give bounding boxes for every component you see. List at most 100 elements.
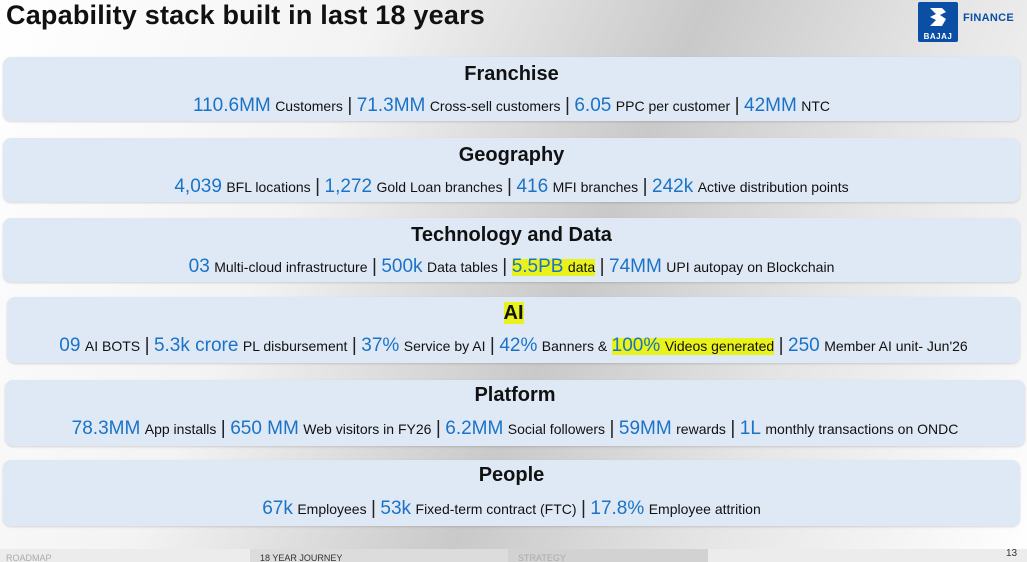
metric-label: rewards bbox=[676, 421, 726, 437]
separator: | bbox=[144, 335, 150, 356]
metric-label: data bbox=[567, 259, 596, 275]
section-metrics: 110.6MM Customers | 71.3MM Cross-sell cu… bbox=[3, 95, 1020, 117]
metric-label: AI BOTS bbox=[84, 338, 141, 354]
section-geography: Geography 4,039 BFL locations | 1,272 Go… bbox=[3, 138, 1020, 202]
metric-value: 67k bbox=[262, 498, 293, 519]
metric-label: Videos generated bbox=[664, 338, 775, 354]
footer-tab-roadmap[interactable]: ROADMAP bbox=[6, 553, 52, 562]
separator: | bbox=[564, 95, 570, 116]
separator: | bbox=[599, 256, 605, 277]
separator: | bbox=[730, 418, 736, 439]
metric-value: 242k bbox=[652, 176, 694, 197]
metric-label: Active distribution points bbox=[697, 179, 849, 195]
metric-label: Web visitors in FY26 bbox=[303, 421, 432, 437]
separator: | bbox=[778, 335, 784, 356]
section-platform: Platform 78.3MM App installs | 650 MM We… bbox=[5, 380, 1025, 446]
highlight: 100% Videos generated bbox=[611, 335, 775, 356]
separator: | bbox=[351, 335, 357, 356]
metric-label: Social followers bbox=[507, 421, 606, 437]
metric-label: Employee attrition bbox=[648, 501, 761, 517]
metric-value: 17.8% bbox=[590, 498, 645, 519]
separator: | bbox=[642, 176, 648, 197]
separator: | bbox=[371, 256, 377, 277]
metric-value: 5.3k crore bbox=[153, 335, 239, 356]
metric-value: 250 bbox=[788, 335, 820, 356]
section-metrics: 09 AI BOTS | 5.3k crore PL disbursement … bbox=[7, 335, 1020, 357]
bajaj-b-icon bbox=[930, 8, 946, 26]
separator: | bbox=[220, 418, 226, 439]
separator: | bbox=[315, 176, 321, 197]
metric-label: PL disbursement bbox=[242, 338, 348, 354]
metric-value: 416 bbox=[516, 176, 549, 197]
metric-label: BFL locations bbox=[226, 179, 311, 195]
section-title: Franchise bbox=[464, 63, 559, 85]
metric-value: 42MM bbox=[744, 95, 797, 116]
separator: | bbox=[507, 176, 512, 197]
metric-label: App installs bbox=[144, 421, 217, 437]
metric-label: Service by AI bbox=[403, 338, 486, 354]
highlight: AI bbox=[503, 302, 524, 324]
section-title: Technology and Data bbox=[411, 224, 612, 246]
footer-tab-strategy[interactable]: STRATEGY bbox=[508, 549, 708, 562]
metric-value: 71.3MM bbox=[356, 95, 426, 116]
section-ai: AI 09 AI BOTS | 5.3k crore PL disburseme… bbox=[7, 297, 1020, 363]
metric-value: 78.3MM bbox=[71, 418, 141, 439]
page-number: 13 bbox=[1006, 548, 1018, 559]
metric-value: 650 MM bbox=[230, 418, 299, 439]
metric-label: UPI autopay on Blockchain bbox=[666, 259, 835, 275]
metric-label: Customers bbox=[275, 98, 343, 114]
section-technology-and-data: Technology and Data 03 Multi-cloud infra… bbox=[3, 218, 1020, 282]
metric-value: 6.05 bbox=[574, 95, 612, 116]
metric-label: NTC bbox=[801, 98, 831, 114]
section-metrics: 78.3MM App installs | 650 MM Web visitor… bbox=[5, 418, 1025, 440]
metric-label: Data tables bbox=[427, 259, 498, 275]
metric-label: Fixed-term contract (FTC) bbox=[415, 501, 577, 517]
separator: | bbox=[609, 418, 615, 439]
metric-label: Cross-sell customers bbox=[429, 98, 561, 114]
metric-value: 74MM bbox=[609, 256, 662, 277]
bajaj-finance-logo: BAJAJ FINANCE bbox=[918, 2, 1027, 44]
metric-value: 03 bbox=[188, 256, 210, 277]
separator: | bbox=[435, 418, 441, 439]
logo-emblem: BAJAJ bbox=[918, 2, 958, 42]
metric-value: 4,039 bbox=[174, 176, 222, 197]
logo-finance-text: FINANCE bbox=[963, 12, 1014, 24]
metric-value: 53k bbox=[380, 498, 412, 519]
metric-label: PPC per customer bbox=[615, 98, 731, 114]
page-title: Capability stack built in last 18 years bbox=[6, 0, 485, 30]
metric-value: 09 bbox=[59, 335, 81, 356]
metric-label: Banners & bbox=[541, 338, 608, 354]
metric-value: 5.5PB bbox=[511, 256, 564, 277]
separator: | bbox=[371, 498, 376, 519]
separator: | bbox=[502, 256, 508, 277]
separator: | bbox=[734, 95, 740, 116]
metric-value: 100% bbox=[611, 335, 661, 356]
separator: | bbox=[489, 335, 495, 356]
section-metrics: 67k Employees | 53k Fixed-term contract … bbox=[3, 498, 1020, 520]
section-franchise: Franchise 110.6MM Customers | 71.3MM Cro… bbox=[3, 57, 1020, 121]
footer-tab-18-year-journey[interactable]: 18 YEAR JOURNEY bbox=[250, 549, 508, 562]
section-title: AI bbox=[7, 302, 1020, 325]
separator: | bbox=[347, 95, 353, 116]
section-title: People bbox=[478, 464, 545, 486]
metric-value: 42% bbox=[499, 335, 538, 356]
metric-value: 110.6MM bbox=[192, 95, 271, 116]
section-people: People 67k Employees | 53k Fixed-term co… bbox=[3, 460, 1020, 526]
metric-value: 37% bbox=[361, 335, 400, 356]
metric-value: 500k bbox=[381, 256, 423, 277]
logo-bajaj-text: BAJAJ bbox=[923, 32, 953, 41]
section-metrics: 4,039 BFL locations | 1,272 Gold Loan br… bbox=[3, 176, 1020, 198]
metric-label: MFI branches bbox=[552, 179, 639, 195]
metric-label: monthly transactions on ONDC bbox=[765, 421, 959, 437]
metric-value: 59MM bbox=[618, 418, 672, 439]
metric-label: Gold Loan branches bbox=[376, 179, 503, 195]
metric-value: 1,272 bbox=[324, 176, 373, 197]
section-title: Platform bbox=[474, 384, 556, 406]
metric-label: Multi-cloud infrastructure bbox=[214, 259, 368, 275]
metric-value: 1L bbox=[739, 418, 761, 439]
section-title: Geography bbox=[458, 144, 565, 166]
metric-value: 6.2MM bbox=[445, 418, 504, 439]
highlight: 5.5PB data bbox=[511, 256, 596, 277]
section-metrics: 03 Multi-cloud infrastructure | 500k Dat… bbox=[3, 256, 1020, 278]
metric-label: Member AI unit- Jun'26 bbox=[824, 338, 968, 354]
